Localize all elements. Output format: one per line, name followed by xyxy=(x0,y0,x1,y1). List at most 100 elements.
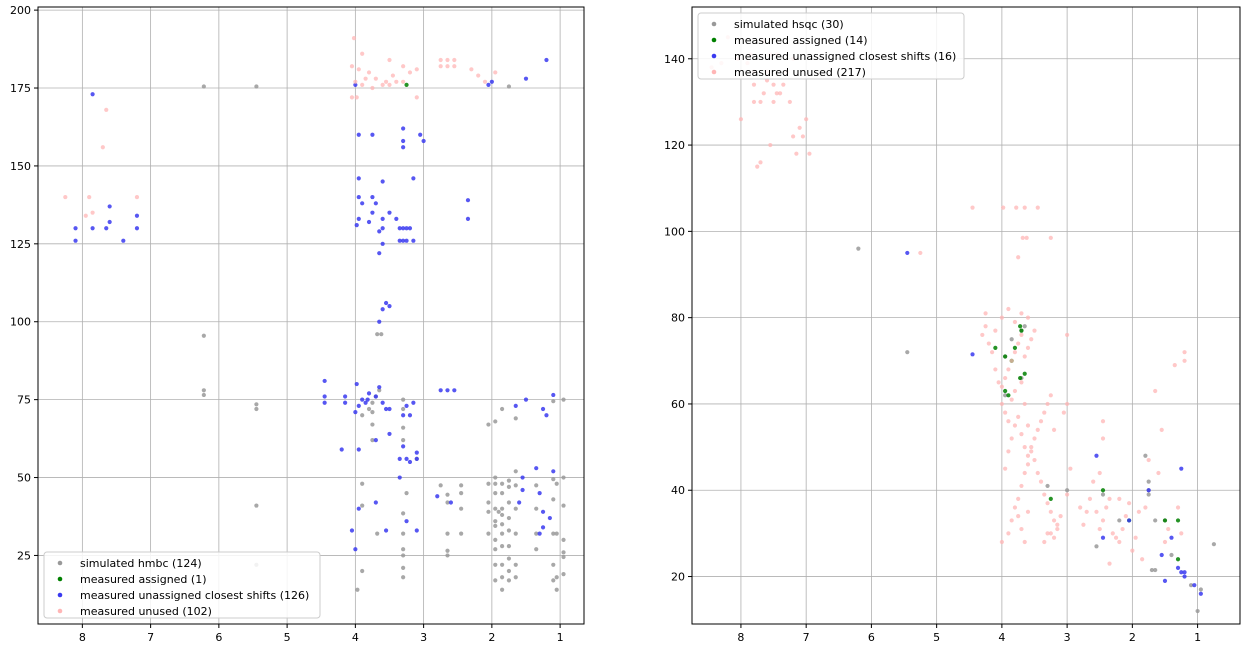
data-point xyxy=(121,238,126,243)
data-point xyxy=(370,438,375,443)
data-point xyxy=(435,494,440,499)
data-point xyxy=(1126,518,1132,523)
data-point xyxy=(738,117,744,122)
data-point xyxy=(83,213,88,218)
y-tick-label: 100 xyxy=(10,316,31,329)
data-point xyxy=(339,447,344,452)
data-point xyxy=(360,397,365,402)
data-point xyxy=(1126,501,1132,506)
series-2-points xyxy=(905,250,1203,596)
data-point xyxy=(1019,311,1024,316)
data-point xyxy=(513,531,518,536)
data-point xyxy=(496,509,501,514)
data-point xyxy=(401,79,406,84)
y-tick-label: 120 xyxy=(664,139,685,152)
data-point xyxy=(1136,509,1141,514)
x-tick-label: 4 xyxy=(998,631,1005,644)
data-point xyxy=(1012,423,1018,428)
data-point xyxy=(383,79,389,84)
data-point xyxy=(401,238,406,243)
data-point xyxy=(63,194,68,200)
data-point xyxy=(414,95,419,100)
data-point xyxy=(373,394,378,399)
data-point xyxy=(254,402,259,407)
data-point xyxy=(1029,444,1034,450)
data-point xyxy=(758,160,763,165)
data-point xyxy=(397,456,402,461)
x-tick-label: 6 xyxy=(868,631,875,644)
data-point xyxy=(1182,358,1187,363)
data-point xyxy=(561,397,566,402)
data-point xyxy=(1006,419,1011,424)
data-point xyxy=(370,194,375,200)
data-point xyxy=(761,91,766,96)
data-point xyxy=(561,554,566,560)
x-tick-label: 2 xyxy=(488,631,495,644)
x-tick-label: 5 xyxy=(933,631,940,644)
data-point xyxy=(1022,324,1027,329)
data-point xyxy=(517,500,522,505)
data-point xyxy=(397,226,402,231)
data-point xyxy=(401,406,406,412)
data-point xyxy=(401,565,406,571)
data-point xyxy=(561,572,566,577)
data-point xyxy=(1182,570,1187,575)
data-point xyxy=(356,447,361,452)
data-point xyxy=(356,194,361,200)
data-point xyxy=(1169,552,1174,558)
series-1-points xyxy=(404,82,409,88)
data-point xyxy=(1048,496,1053,501)
data-point xyxy=(980,332,985,338)
data-point xyxy=(551,399,556,404)
data-point xyxy=(134,194,140,200)
data-point xyxy=(401,511,406,516)
data-point xyxy=(1140,557,1145,562)
data-point xyxy=(493,419,498,424)
data-point xyxy=(459,491,464,496)
data-point xyxy=(1019,332,1024,338)
legend: simulated hmbc (124) measured assigned (1… xyxy=(43,551,321,619)
data-point xyxy=(1019,328,1024,333)
data-point xyxy=(343,400,348,405)
data-point xyxy=(401,444,406,449)
data-point xyxy=(1198,591,1203,596)
data-point xyxy=(201,333,206,338)
data-point xyxy=(1042,539,1047,545)
data-point xyxy=(1019,432,1024,437)
data-point xyxy=(520,475,525,480)
data-point xyxy=(1179,531,1184,536)
y-tick-label: 20 xyxy=(671,571,685,584)
data-point xyxy=(390,73,395,78)
data-point xyxy=(1048,235,1053,240)
data-point xyxy=(500,512,505,518)
data-point xyxy=(554,587,559,592)
data-point xyxy=(561,475,566,480)
data-point xyxy=(254,406,259,412)
data-point xyxy=(387,57,392,63)
data-point xyxy=(1100,419,1106,424)
data-point xyxy=(500,481,505,486)
data-point xyxy=(1016,341,1021,346)
data-point xyxy=(768,142,773,148)
data-point xyxy=(401,126,406,131)
data-point xyxy=(561,550,566,555)
data-point xyxy=(1012,345,1018,350)
legend-marker xyxy=(57,560,63,566)
data-point xyxy=(370,85,375,91)
data-point xyxy=(1051,535,1057,540)
data-point xyxy=(506,568,512,574)
data-point xyxy=(918,250,923,256)
data-point xyxy=(1012,350,1018,355)
data-point xyxy=(356,132,361,137)
data-point xyxy=(469,67,474,72)
data-point xyxy=(1009,358,1014,363)
data-point xyxy=(322,378,327,384)
data-point xyxy=(771,99,776,105)
x-tick-label: 3 xyxy=(420,631,427,644)
legend-marker xyxy=(711,53,717,59)
data-point xyxy=(1153,567,1158,573)
data-point xyxy=(387,210,392,215)
legend-label: measured unassigned closest shifts (16) xyxy=(734,50,956,63)
data-point xyxy=(1001,205,1006,210)
data-point xyxy=(513,469,518,474)
